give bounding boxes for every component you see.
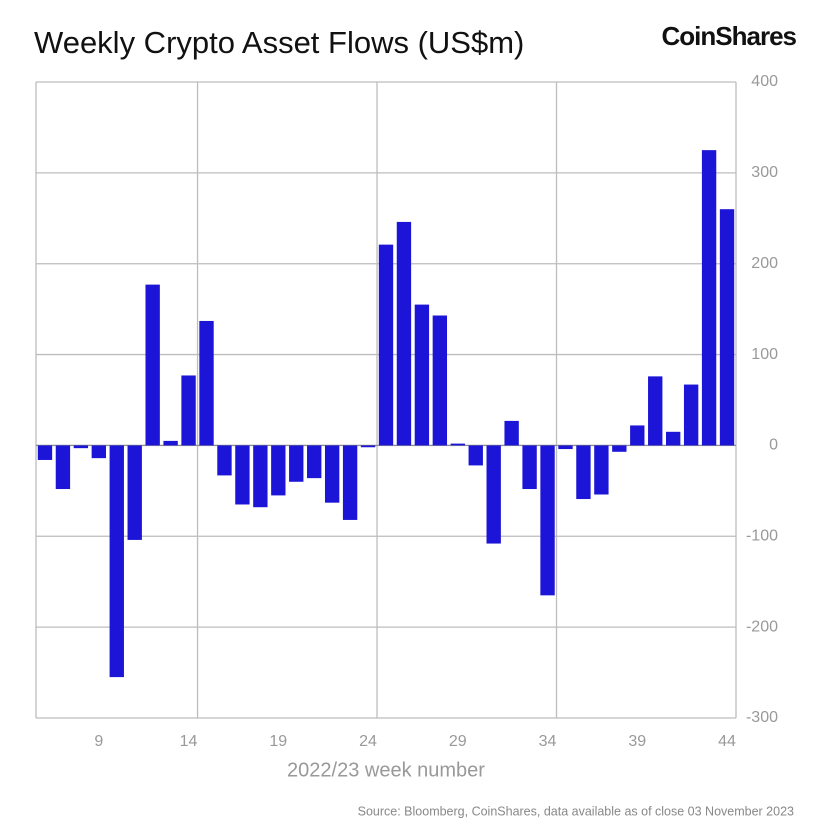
bar [271, 445, 286, 496]
y-tick-label: 100 [751, 346, 778, 363]
bar [683, 384, 699, 446]
bar [540, 445, 555, 596]
bar [73, 445, 89, 449]
source-note: Source: Bloomberg, CoinShares, data avai… [358, 804, 794, 818]
bar [163, 440, 178, 446]
x-tick-label: 9 [94, 733, 103, 750]
bar [37, 445, 53, 460]
y-tick-label: -300 [746, 709, 778, 726]
bar [719, 209, 735, 446]
x-tick-label: 24 [359, 733, 377, 750]
bar [612, 445, 627, 452]
bar [432, 315, 448, 446]
logo: CoinShares [662, 21, 797, 51]
bar [450, 443, 465, 446]
x-tick-label: 29 [449, 733, 467, 750]
bar [91, 445, 106, 459]
y-tick-label: -100 [746, 528, 778, 545]
bar [522, 445, 537, 490]
bar [145, 284, 160, 446]
bar [648, 376, 663, 446]
bar [576, 445, 591, 500]
bar [666, 431, 681, 446]
x-axis-label: 2022/23 week number [287, 759, 485, 781]
bar [396, 221, 412, 446]
y-tick-label: 300 [751, 164, 778, 181]
bar [235, 445, 250, 505]
bar [289, 445, 304, 482]
bar [504, 420, 519, 446]
bar [253, 445, 268, 508]
bar [342, 445, 358, 520]
y-tick-label: -200 [746, 618, 778, 635]
bar [414, 304, 430, 446]
y-tick-label: 0 [769, 437, 778, 454]
y-tick-label: 400 [751, 73, 778, 90]
bar [324, 445, 340, 503]
bar [360, 445, 376, 448]
bar [307, 445, 322, 479]
x-tick-label: 44 [718, 733, 736, 750]
bar [701, 150, 717, 446]
bar [217, 445, 232, 476]
bar [127, 445, 142, 540]
y-tick-label: 200 [751, 255, 778, 272]
bar [199, 320, 214, 446]
bar [468, 445, 483, 466]
bar [181, 375, 196, 446]
x-tick-label: 19 [269, 733, 287, 750]
bar [558, 445, 573, 450]
bar [594, 445, 609, 495]
chart-title: Weekly Crypto Asset Flows (US$m) [34, 25, 524, 60]
bar [55, 445, 71, 490]
x-tick-label: 39 [628, 733, 646, 750]
bar [378, 244, 394, 446]
bar [486, 445, 501, 544]
bar [630, 425, 645, 446]
x-tick-label: 14 [180, 733, 198, 750]
bar [109, 445, 124, 678]
x-tick-label: 34 [539, 733, 557, 750]
